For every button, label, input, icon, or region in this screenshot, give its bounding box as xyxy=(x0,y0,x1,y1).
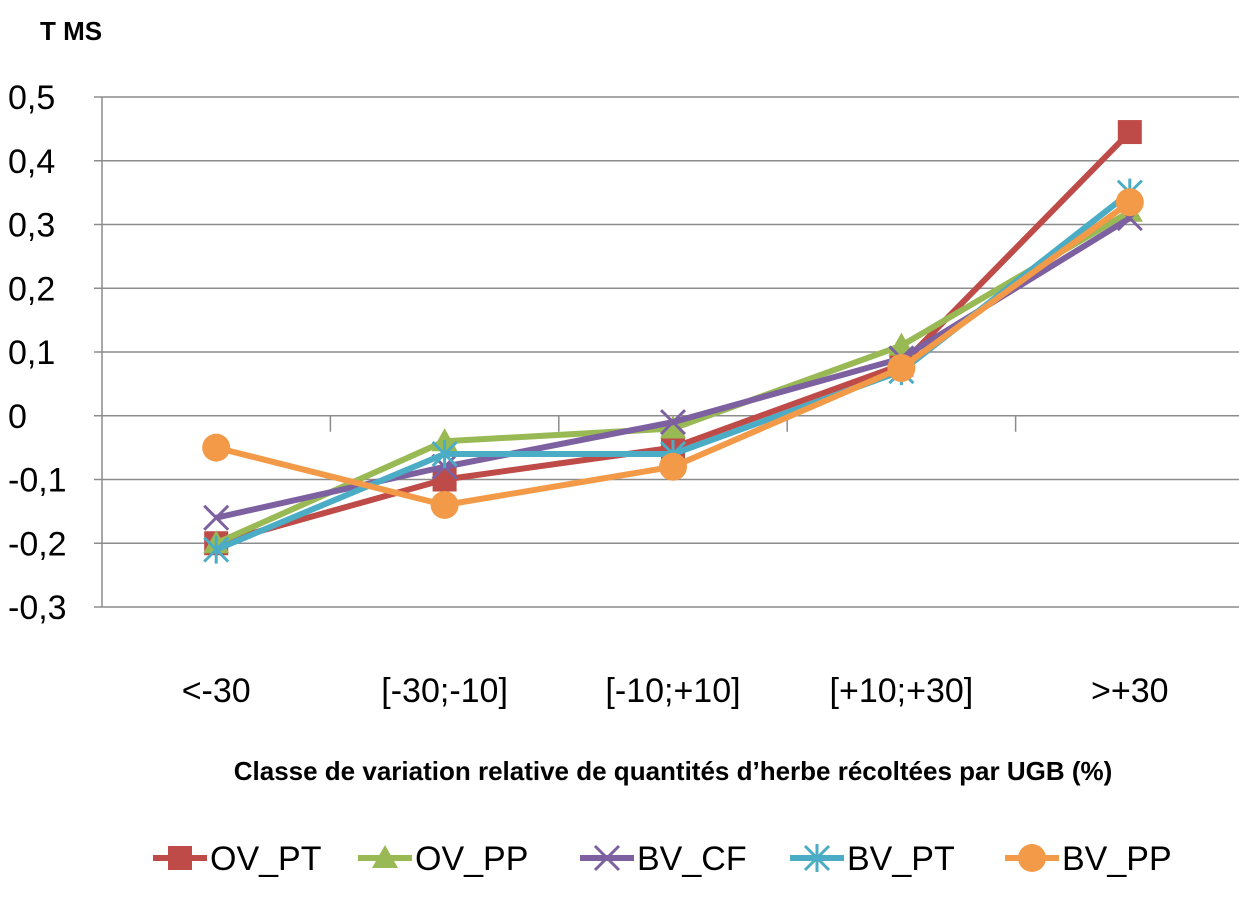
data-point xyxy=(202,433,231,462)
gridlines xyxy=(102,96,1239,608)
data-point xyxy=(431,440,458,468)
data-point xyxy=(660,415,686,439)
y-tick-label: 0 xyxy=(8,398,27,436)
series-OV_PP xyxy=(203,198,1143,554)
x-tick-label: >+30 xyxy=(1091,672,1169,710)
x-tick-label: <-30 xyxy=(182,672,251,710)
series-line xyxy=(215,190,1132,553)
legend-label: OV_PT xyxy=(210,840,321,878)
legend: OV_PT OV_PP BV_CF BV_PT BV_PP xyxy=(153,840,1172,878)
x-tick-labels: <-30 [-30;-10] [-10;+10] [+10;+30] >+30 xyxy=(182,672,1169,710)
data-point xyxy=(203,504,230,531)
axes xyxy=(94,96,1017,608)
y-tick-label: 0,3 xyxy=(8,207,55,245)
legend-item: OV_PT xyxy=(153,840,321,878)
x-tick-label: [+10;+30] xyxy=(830,672,974,710)
y-tick-label: -0,2 xyxy=(8,525,67,563)
series-BV_PP xyxy=(202,188,1144,519)
legend-label: BV_PP xyxy=(1062,840,1172,878)
data-point xyxy=(659,409,687,436)
y-tick-labels: 0,5 0,4 0,3 0,2 0,1 0 -0,1 -0,2 -0,3 xyxy=(8,79,67,627)
y-tick-label: 0,1 xyxy=(8,334,55,372)
data-point xyxy=(203,535,230,564)
series-group xyxy=(202,120,1144,564)
legend-item: BV_CF xyxy=(580,840,747,878)
data-point xyxy=(1117,120,1142,145)
y-axis-title: T MS xyxy=(40,16,102,46)
legend-marker xyxy=(372,845,398,868)
y-tick-label: 0,2 xyxy=(8,270,55,308)
legend-marker xyxy=(803,844,831,872)
legend-item: BV_PT xyxy=(790,840,955,878)
data-point xyxy=(430,491,459,519)
legend-item: OV_PP xyxy=(358,840,528,878)
y-tick-label: 0,4 xyxy=(8,143,55,181)
y-tick-label: -0,1 xyxy=(8,462,67,500)
legend-label: OV_PP xyxy=(415,840,528,878)
data-point xyxy=(659,452,687,481)
legend-item: BV_PP xyxy=(1005,840,1172,878)
legend-marker xyxy=(168,846,192,870)
x-axis-title: Classe de variation relative de quantité… xyxy=(234,756,1113,786)
data-point xyxy=(1115,188,1144,217)
data-point xyxy=(887,353,916,382)
y-tick-label: -0,3 xyxy=(8,589,67,627)
legend-marker xyxy=(1018,844,1046,872)
x-tick-label: [-10;+10] xyxy=(605,672,740,710)
x-tick-label: [-30;-10] xyxy=(381,672,508,710)
legend-label: BV_CF xyxy=(637,840,747,878)
y-tick-label: 0,5 xyxy=(8,79,55,117)
legend-label: BV_PT xyxy=(847,840,955,878)
legend-marker xyxy=(593,844,621,872)
